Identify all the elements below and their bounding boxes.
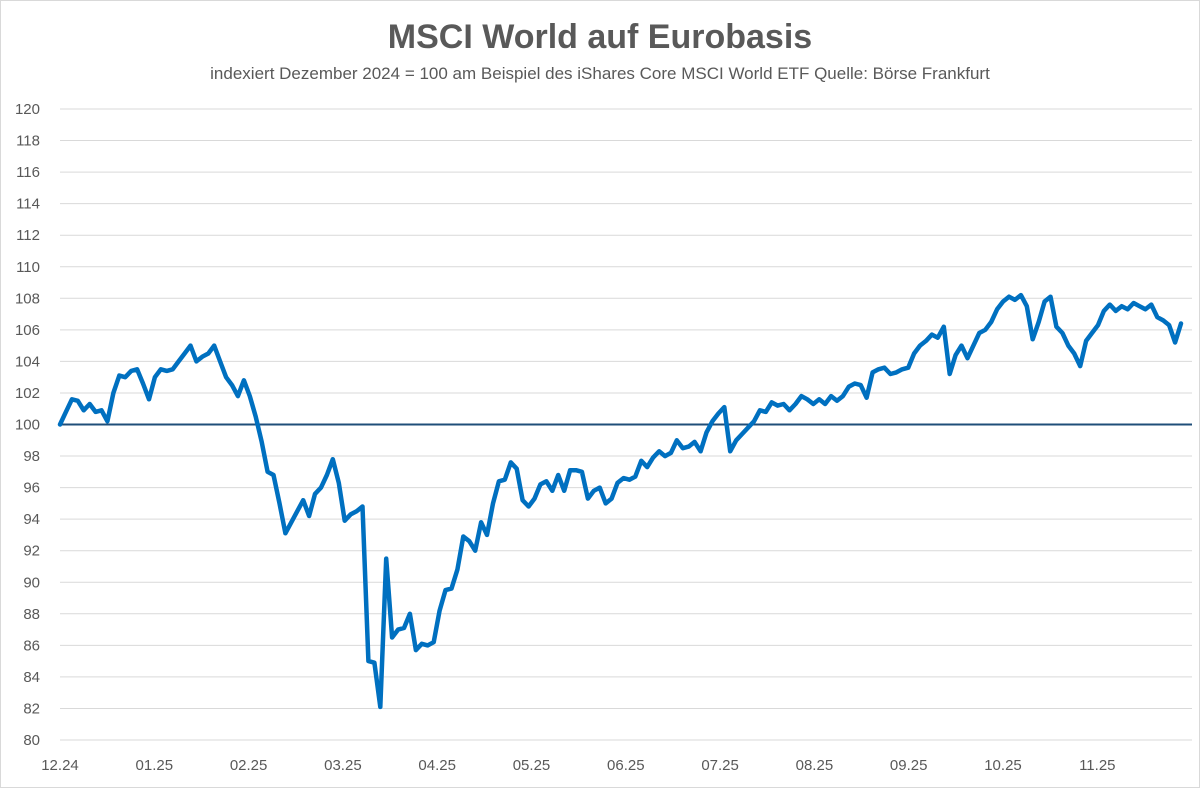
- grid-lines: [60, 108, 1192, 741]
- y-tick-label: 116: [16, 164, 40, 181]
- y-tick-label: 80: [23, 732, 40, 749]
- chart-title: MSCI World auf Eurobasis: [387, 18, 813, 56]
- x-tick-label: 11.25: [1079, 757, 1115, 774]
- x-tick-label: 08.25: [796, 757, 834, 774]
- y-tick-label: 120: [15, 101, 40, 118]
- y-tick-label: 118: [16, 133, 40, 150]
- y-tick-label: 94: [23, 511, 40, 528]
- x-tick-label: 04.25: [418, 757, 456, 774]
- y-tick-label: 92: [23, 543, 40, 560]
- series-line: [57, 292, 1184, 710]
- x-tick-label: 05.25: [513, 757, 551, 774]
- y-tick-label: 96: [23, 480, 40, 497]
- y-tick-label: 114: [16, 196, 40, 213]
- y-tick-label: 90: [23, 574, 40, 591]
- y-tick-label: 88: [23, 606, 40, 623]
- y-tick-label: 110: [16, 259, 40, 276]
- x-tick-label: 10.25: [984, 757, 1022, 774]
- x-tick-label: 01.25: [136, 757, 174, 774]
- y-tick-label: 98: [23, 448, 40, 465]
- y-tick-label: 102: [15, 385, 40, 402]
- x-tick-label: 06.25: [607, 757, 645, 774]
- x-tick-label: 03.25: [324, 757, 362, 774]
- y-tick-label: 112: [16, 227, 40, 244]
- y-tick-label: 84: [23, 669, 40, 686]
- x-axis-ticks: 12.24 01.25 02.25 03.25 04.25 05.25 06.25 07.25…: [41, 757, 1115, 774]
- x-tick-label: 02.25: [230, 757, 268, 774]
- x-tick-label: 09.25: [890, 757, 928, 774]
- y-tick-label: 104: [15, 353, 40, 370]
- chart-subtitle: indexiert Dezember 2024 = 100 am Beispie…: [210, 64, 990, 83]
- series-group: [57, 292, 1184, 710]
- x-tick-label: 12.24: [41, 757, 79, 774]
- y-axis-ticks: 80 82 84 86 88 90 92 94 96 98 100 102 104 106 108 110 11…: [15, 101, 40, 749]
- y-tick-label: 106: [15, 322, 40, 339]
- y-tick-label: 100: [15, 417, 40, 434]
- y-tick-label: 108: [15, 290, 40, 307]
- x-tick-label: 07.25: [701, 757, 739, 774]
- y-tick-label: 82: [23, 700, 40, 717]
- y-tick-label: 86: [23, 637, 40, 654]
